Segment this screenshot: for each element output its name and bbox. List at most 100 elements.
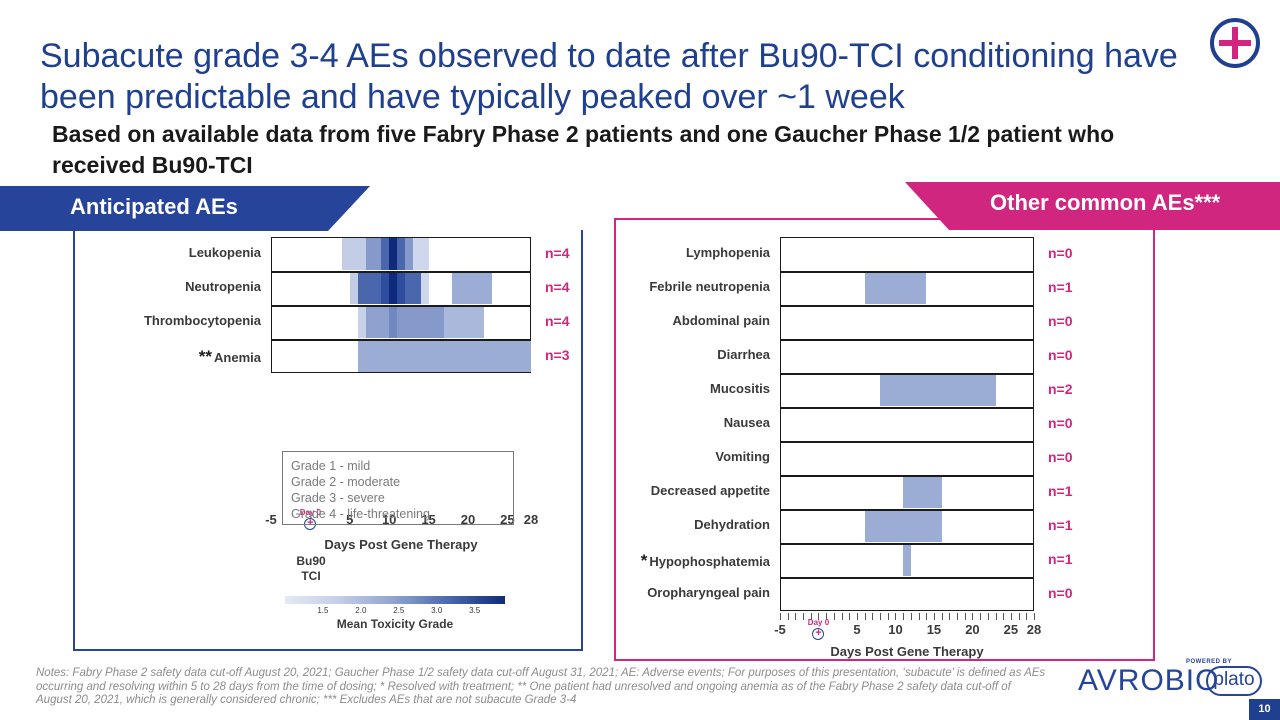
colorbar-tick-label: 3.0 [431, 606, 443, 615]
colorbar-tick-label: 1.5 [317, 606, 329, 615]
ae-name: Febrile neutropenia [649, 279, 770, 294]
ae-bar [864, 272, 927, 304]
grade-1-label: Grade 1 - mild [291, 459, 371, 473]
grade-4-label: Grade 4 - life-threatening [291, 507, 430, 521]
colorbar-label-line1: Bu90 [296, 554, 326, 568]
ae-bar [420, 272, 429, 304]
ae-count: n=0 [1048, 585, 1073, 601]
ae-bar [381, 272, 390, 304]
minor-tick [957, 613, 959, 620]
ae-label: Leukopenia [61, 245, 261, 260]
minor-tick [1018, 613, 1020, 620]
ae-count: n=1 [1048, 517, 1073, 533]
minor-tick [910, 613, 912, 620]
x-tick-label: 28 [523, 512, 539, 527]
ae-bar [397, 238, 405, 270]
row-divider [780, 543, 1034, 545]
ae-name: Anemia [214, 350, 261, 365]
ae-bar [903, 476, 942, 508]
minor-tick [787, 613, 789, 620]
row-divider [780, 475, 1034, 477]
grade-2-label: Grade 2 - moderate [291, 475, 401, 489]
x-tick-label: 20 [460, 512, 476, 527]
row-divider [271, 305, 531, 307]
x-tick-label: 25 [500, 512, 515, 527]
ae-bar [397, 306, 445, 338]
x-tick-label: 28 [1026, 622, 1042, 637]
x-tick-label: 10 [888, 622, 903, 637]
x-axis-title: Days Post Gene Therapy [324, 537, 478, 552]
minor-tick [926, 613, 928, 620]
colorbar-tick-label: 2.0 [355, 606, 367, 615]
ae-name: Oropharyngeal pain [647, 585, 770, 600]
minor-tick [795, 613, 797, 620]
row-divider [780, 339, 1034, 341]
ae-count: n=3 [545, 347, 570, 363]
minor-tick [780, 613, 781, 620]
row-divider [780, 407, 1034, 409]
ae-name: Nausea [723, 415, 770, 430]
ae-count: n=0 [1048, 415, 1073, 431]
row-divider [780, 373, 1034, 375]
footnotes: Notes: Fabry Phase 2 safety data cut-off… [36, 667, 1046, 706]
ae-count: n=1 [1048, 279, 1073, 295]
row-divider [780, 577, 1034, 579]
ae-bar [880, 374, 996, 406]
row-divider [780, 271, 1034, 273]
grade-legend: Grade 1 - mild Grade 2 - moderate Grade … [282, 451, 514, 525]
minor-tick [833, 613, 835, 620]
ae-name: Thrombocytopenia [143, 313, 261, 328]
minor-tick [849, 613, 851, 620]
ae-name: Lymphopenia [685, 245, 770, 260]
colorbar-gradient [285, 596, 505, 604]
powered-by-label: POWERED BY [1186, 659, 1233, 665]
slide-subtitle: Based on available data from five Fabry … [52, 121, 1115, 178]
ae-label: Vomiting [550, 449, 770, 464]
ae-count: n=0 [1048, 313, 1073, 329]
ae-bar [397, 272, 405, 304]
ae-count: n=0 [1048, 245, 1073, 261]
minor-tick [872, 613, 874, 620]
ae-name: Hypophosphatemia [649, 554, 770, 569]
avrobio-logo: AVROBIO [1078, 664, 1220, 697]
minor-tick [972, 613, 974, 620]
x-tick-label: -5 [265, 512, 277, 527]
minor-tick [903, 613, 905, 620]
minor-tick [818, 613, 820, 620]
ae-name: Dehydration [694, 517, 770, 532]
row-divider [780, 441, 1034, 443]
ae-label: Neutropenia [61, 279, 261, 294]
x-tick-label: 5 [853, 622, 861, 637]
x-tick-label: 15 [926, 622, 942, 637]
ae-bar [381, 238, 390, 270]
plot-frame [780, 237, 1034, 611]
ae-label: Dehydration [550, 517, 770, 532]
minor-tick [864, 613, 866, 620]
ae-bar [444, 306, 484, 338]
ae-count: n=1 [1048, 483, 1073, 499]
anticipated-aes-banner [0, 186, 370, 231]
plus-circle-logo-icon [1210, 18, 1260, 68]
minor-tick [810, 613, 812, 620]
row-divider [780, 305, 1034, 307]
minor-tick [887, 613, 889, 620]
footnote-marker: * [640, 551, 648, 570]
slide-title: Subacute grade 3-4 AEs observed to date … [40, 37, 1178, 116]
ae-bar [389, 306, 398, 338]
grade-3-label: Grade 3 - severe [291, 491, 385, 505]
colorbar-title: Mean Toxicity Grade [336, 617, 454, 631]
ae-count: n=4 [545, 313, 570, 329]
x-tick-label: -5 [774, 622, 786, 637]
ae-count: n=1 [1048, 551, 1073, 567]
ae-name: Leukopenia [188, 245, 261, 260]
minor-tick [803, 613, 805, 620]
other-aes-title: Other common AEs*** [990, 190, 1221, 215]
ae-name: Diarrhea [717, 347, 770, 362]
ae-count: n=4 [545, 245, 570, 261]
ae-bar [452, 272, 492, 304]
minor-tick [918, 613, 920, 620]
minor-tick [995, 613, 997, 620]
x-tick-label: 15 [421, 512, 436, 527]
ae-label: Abdominal pain [550, 313, 771, 328]
minor-tick [964, 613, 966, 620]
